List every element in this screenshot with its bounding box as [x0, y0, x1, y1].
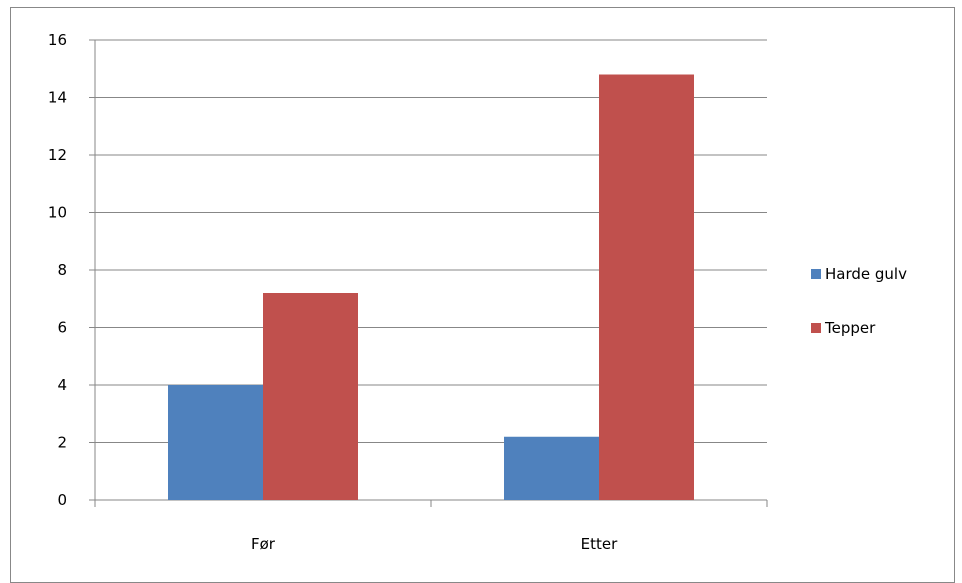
y-tick-label: 16: [48, 31, 67, 49]
y-tick-label: 10: [48, 204, 67, 222]
y-tick-label: 0: [57, 491, 67, 509]
x-tick-label: Etter: [581, 535, 618, 553]
legend-item-harde-gulv: Harde gulv: [811, 262, 907, 286]
y-tick-label: 8: [57, 261, 67, 279]
legend-item-tepper: Tepper: [811, 316, 907, 340]
y-tick-label: 14: [48, 89, 67, 107]
y-tick-label: 12: [48, 146, 67, 164]
legend-label-harde-gulv: Harde gulv: [825, 265, 907, 283]
y-tick-label: 2: [57, 434, 67, 452]
y-tick-label: 4: [57, 376, 67, 394]
x-tick-label: Før: [251, 535, 276, 553]
bar-tepper-1: [599, 74, 694, 500]
legend: Harde gulv Tepper: [811, 262, 907, 370]
y-tick-label: 6: [57, 319, 67, 337]
bar-harde-gulv-1: [504, 436, 599, 500]
legend-swatch-harde-gulv: [811, 269, 821, 279]
legend-swatch-tepper: [811, 323, 821, 333]
bar-tepper-0: [263, 293, 358, 500]
legend-label-tepper: Tepper: [825, 319, 876, 337]
bar-harde-gulv-0: [168, 385, 263, 500]
chart-frame: [10, 7, 955, 583]
